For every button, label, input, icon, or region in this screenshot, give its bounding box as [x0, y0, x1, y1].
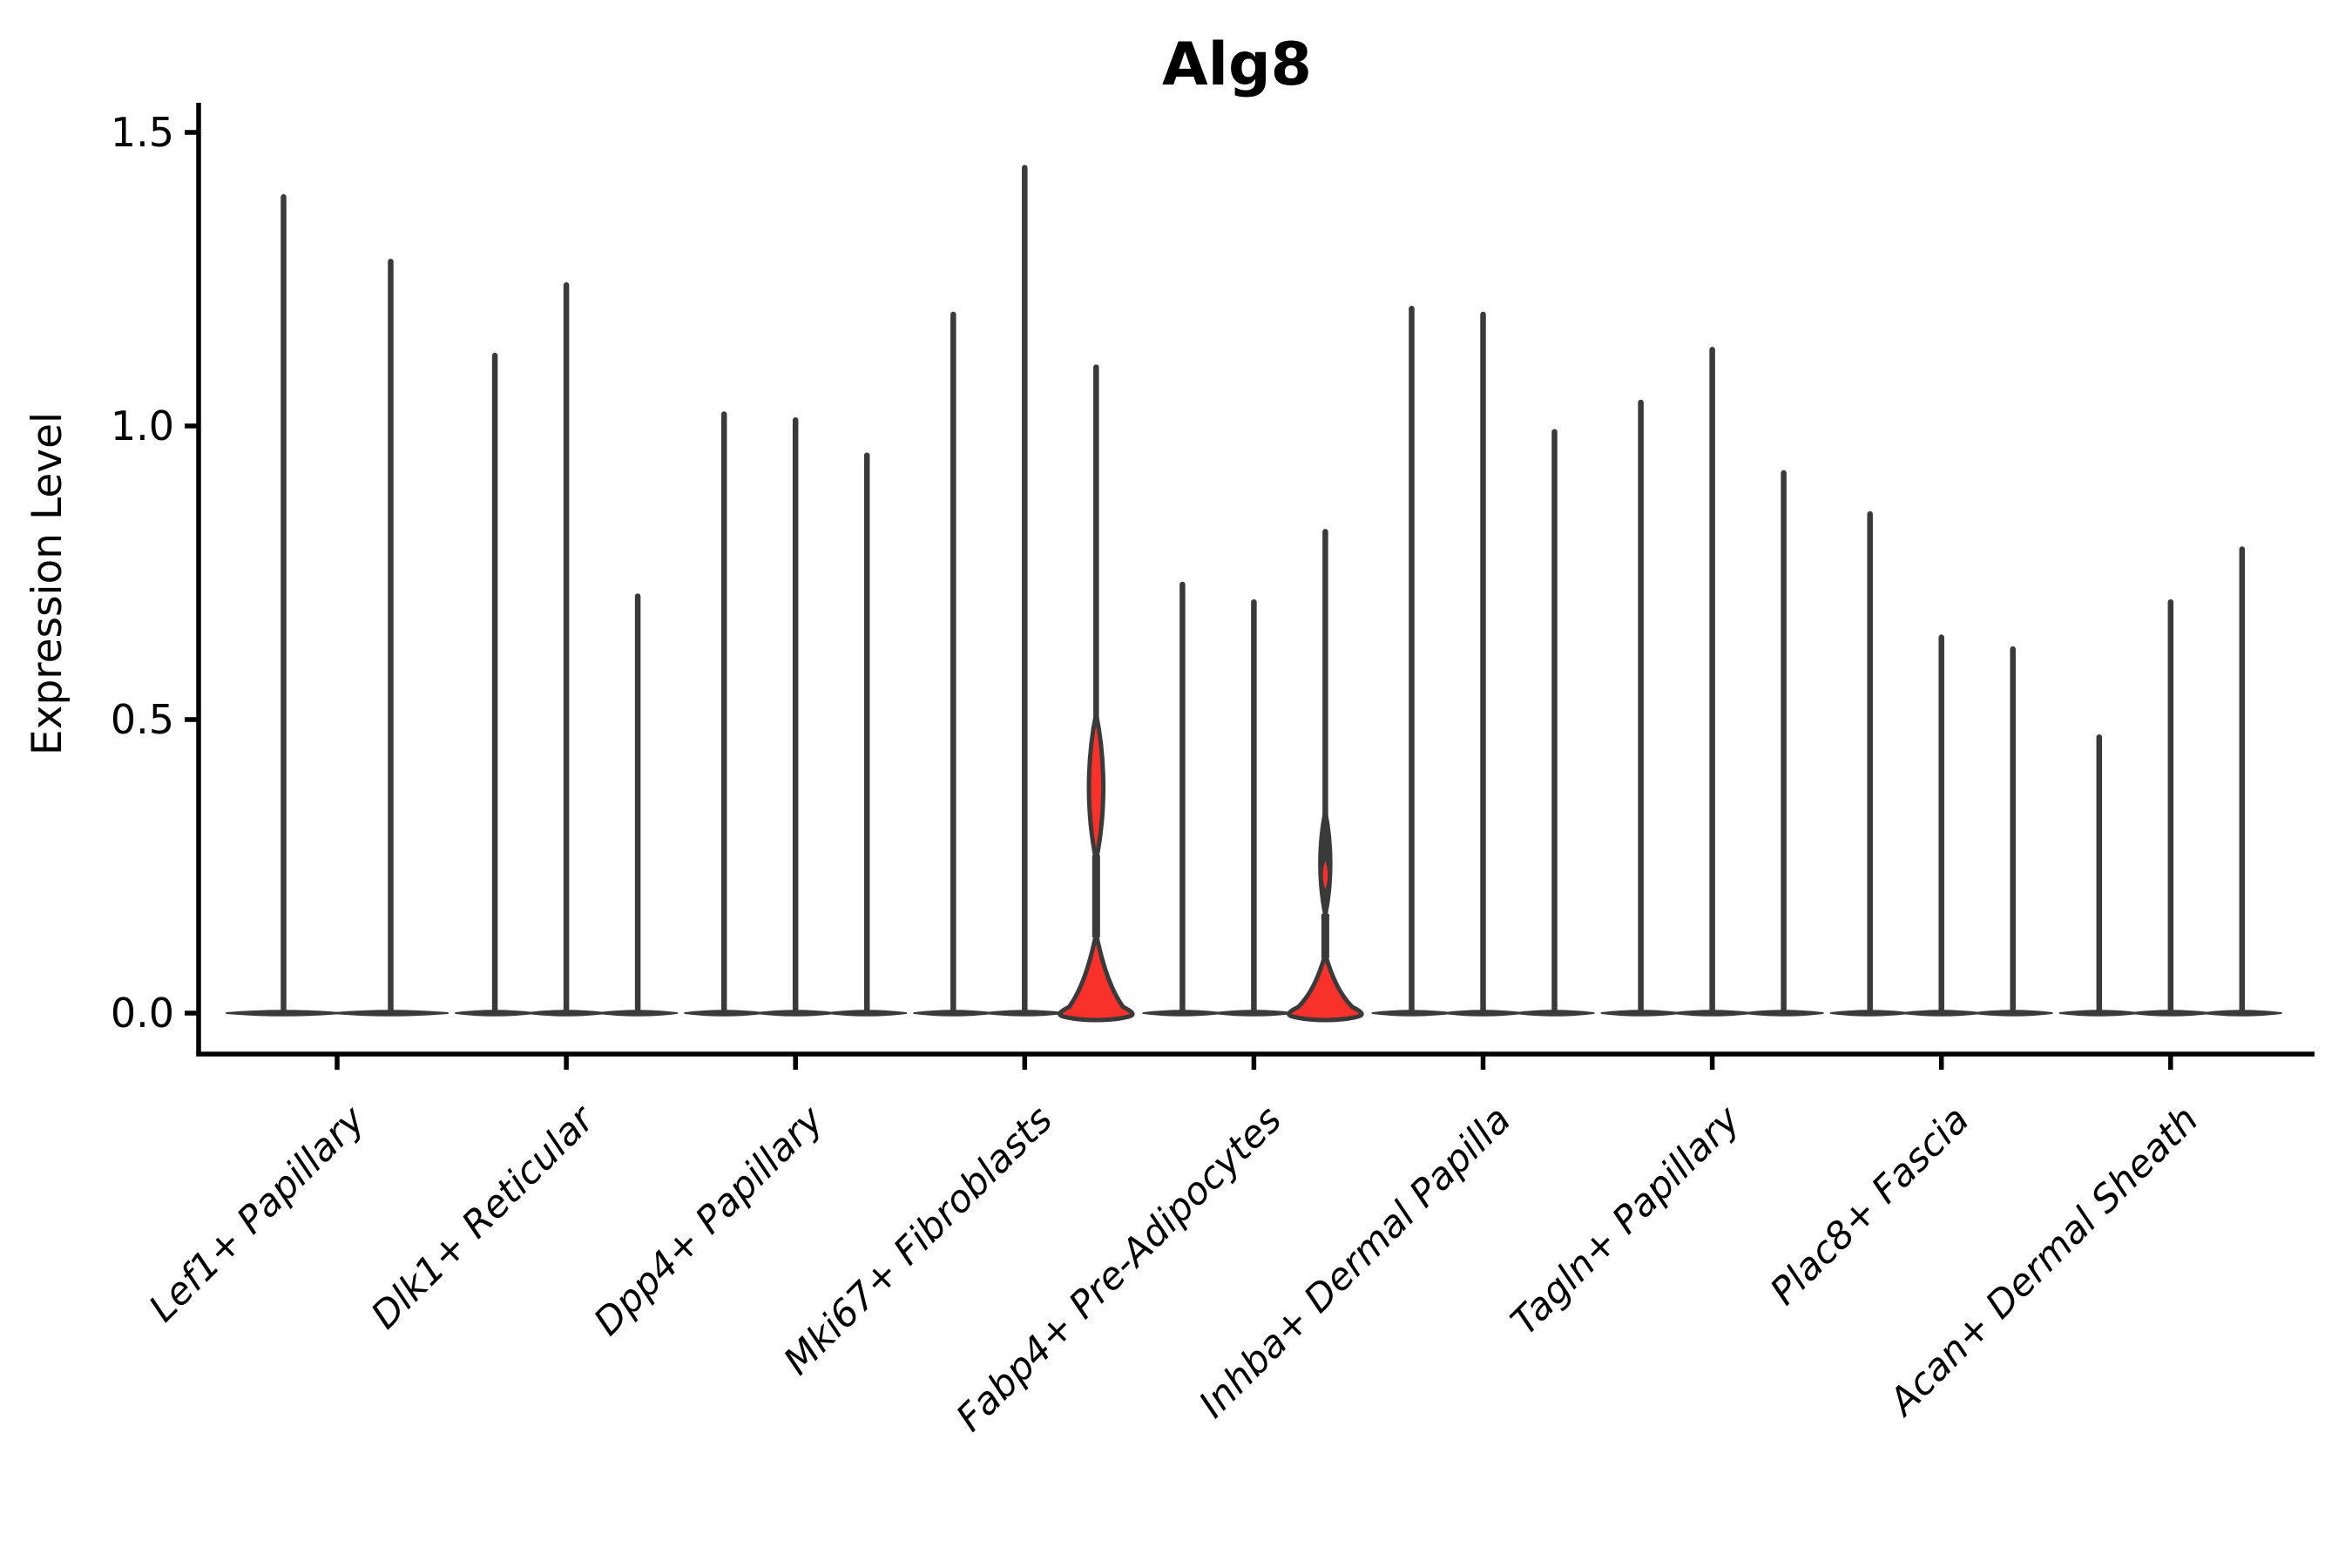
violin-group-4 [1142, 529, 1364, 1023]
x-tick-label: Dlk1+ Reticular [363, 1097, 605, 1338]
chart-title: Alg8 [1162, 30, 1312, 99]
violin-group-5 [1371, 305, 1595, 1017]
violin-group-8 [2058, 546, 2282, 1017]
violin-group-7 [1829, 510, 2053, 1017]
violin-group-3 [913, 165, 1135, 1023]
violin-bulge [1322, 860, 1328, 890]
violin-foot [1058, 931, 1135, 1023]
violin-group-0 [226, 193, 449, 1017]
violin-foot [1287, 952, 1364, 1023]
y-axis-label: Expression Level [24, 412, 71, 755]
x-tick-label: Plac8+ Fascia [1762, 1098, 1978, 1314]
y-tick-label: 1.5 [111, 109, 174, 156]
axes: 0.0 0.5 1.0 1.5 [111, 103, 2315, 1070]
violin-group-2 [684, 411, 908, 1017]
y-tick-label: 0.5 [111, 696, 174, 743]
violin-group-6 [1600, 347, 1824, 1017]
y-tick-label: 0.0 [111, 990, 174, 1037]
violin-bulge [1086, 711, 1106, 863]
x-tick-label: Tagln+ Papillary [1503, 1098, 1749, 1344]
x-tick-label: Dpp4+ Papillary [585, 1098, 832, 1344]
violins-layer [226, 165, 2282, 1023]
y-tick-label: 1.0 [111, 402, 174, 449]
x-tick-label: Lef1+ Papillary [141, 1098, 374, 1330]
violin-group-1 [455, 281, 679, 1017]
